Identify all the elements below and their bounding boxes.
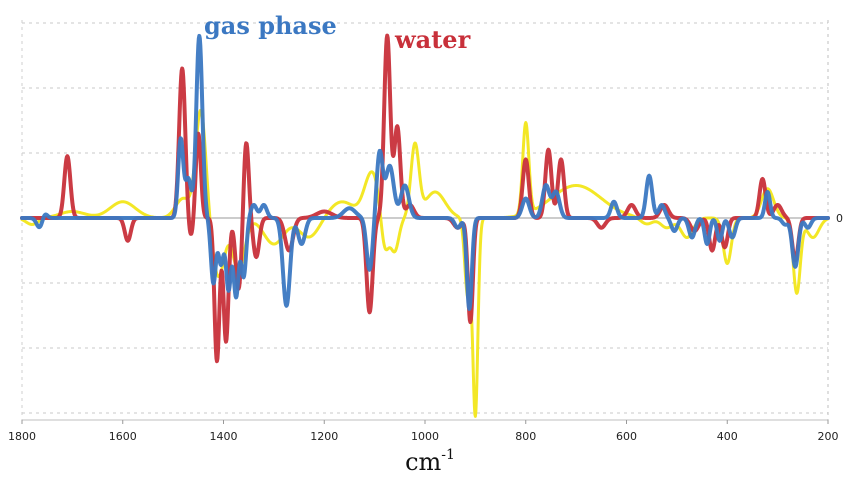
x-axis-label-base: cm [405,448,441,476]
legend-label-gas-phase: gas phase [204,11,337,40]
y-tick-labels: 0 [836,212,843,225]
legend: gas phase water [204,11,471,54]
y-tick-label: 0 [836,212,843,225]
series-lines [20,33,830,418]
x-tick-label: 600 [616,430,637,443]
gridlines [22,22,828,414]
series-line-gas-phase [20,33,830,312]
x-axis-label: cm-1 [405,447,455,476]
series-line-2 [20,108,830,418]
x-tick-labels: 1800 1600 1400 1200 1000 800 600 400 200 [8,420,839,443]
x-tick-label: 1000 [411,430,439,443]
legend-label-water: water [394,25,471,54]
x-tick-label: 1400 [210,430,238,443]
x-tick-label: 1800 [8,430,36,443]
x-tick-label: 200 [818,430,839,443]
x-tick-label: 400 [717,430,738,443]
x-tick-label: 1200 [310,430,338,443]
x-axis-label-exponent: -1 [441,447,455,463]
x-tick-label: 800 [515,430,536,443]
x-tick-label: 1600 [109,430,137,443]
